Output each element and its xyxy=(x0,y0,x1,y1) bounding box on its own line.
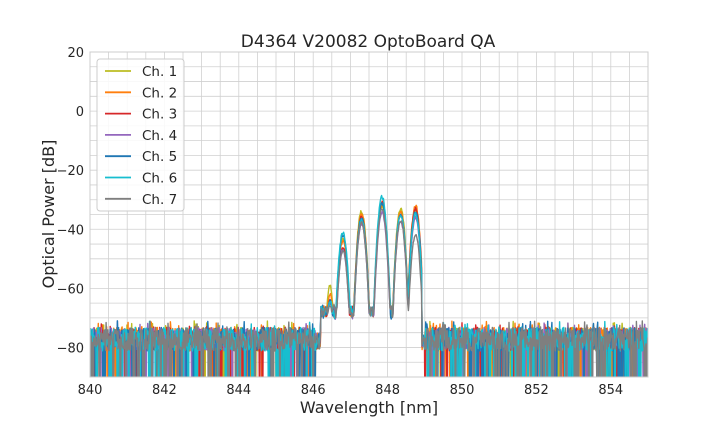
y-tick-label: 20 xyxy=(67,46,84,61)
plot-frame xyxy=(89,51,649,378)
x-tick-labels: 840 842 844 846 848 850 852 854 xyxy=(78,383,624,398)
y-tick-label: −80 xyxy=(57,341,84,356)
x-tick-label: 840 xyxy=(78,383,103,398)
x-tick-label: 844 xyxy=(226,383,251,398)
legend-box xyxy=(96,58,185,212)
y-tick-label: −20 xyxy=(57,164,84,179)
legend-label: Ch. 1 xyxy=(142,64,177,80)
y-tick-label: 0 xyxy=(76,105,84,120)
x-tick-label: 848 xyxy=(375,383,400,398)
y-axis-label: Optical Power [dB] xyxy=(39,140,58,289)
legend-label: Ch. 6 xyxy=(142,171,177,187)
x-tick-label: 854 xyxy=(598,383,623,398)
y-tick-labels: 20 0 −20 −40 −60 −80 xyxy=(57,46,84,356)
legend-label: Ch. 2 xyxy=(142,85,177,101)
legend: Ch. 1 Ch. 2 Ch. 3 Ch. 4 Ch. 5 Ch. 6 Ch. 7 xyxy=(96,58,185,212)
x-tick-label: 846 xyxy=(301,383,326,398)
series-layer xyxy=(90,194,648,377)
x-axis-label: Wavelength [nm] xyxy=(300,398,438,417)
legend-label: Ch. 4 xyxy=(142,128,177,144)
series-line-ch7 xyxy=(90,208,648,377)
legend-label: Ch. 7 xyxy=(142,192,177,208)
y-tick-label: −60 xyxy=(57,282,84,297)
legend-label: Ch. 5 xyxy=(142,149,177,165)
x-tick-label: 852 xyxy=(524,383,549,398)
y-tick-label: −40 xyxy=(57,223,84,238)
legend-label: Ch. 3 xyxy=(142,107,177,123)
x-tick-label: 850 xyxy=(450,383,475,398)
x-tick-label: 842 xyxy=(152,383,177,398)
chart-title: D4364 V20082 OptoBoard QA xyxy=(241,32,496,52)
